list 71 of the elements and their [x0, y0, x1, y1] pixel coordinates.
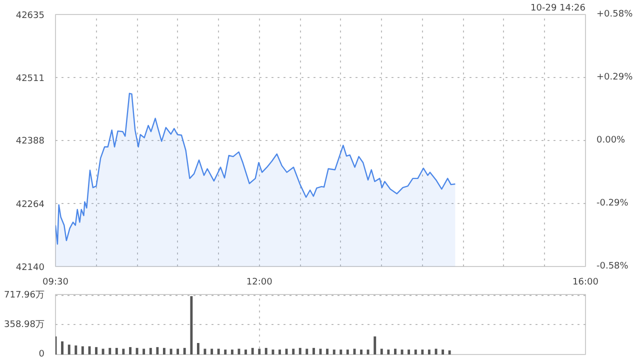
y-tick-label: 0 [38, 350, 45, 360]
bar [217, 348, 220, 354]
bar [442, 350, 444, 354]
bar [366, 350, 370, 354]
bar [434, 348, 438, 354]
bar [224, 350, 227, 354]
x-tick-label: 16:00 [572, 278, 599, 288]
y-tick-label: 42635 [16, 11, 45, 21]
bar [421, 350, 424, 354]
bar [190, 296, 193, 354]
x-tick-label: 09:30 [42, 278, 69, 288]
bar [306, 348, 308, 354]
y-tick-label: 358.98万 [4, 320, 45, 330]
bar [332, 350, 336, 354]
bar [204, 348, 206, 354]
bar [272, 350, 274, 354]
bar [428, 350, 430, 354]
y2-tick-label: +0.29% [596, 72, 634, 82]
bar [251, 348, 254, 354]
bar [129, 347, 132, 354]
bar [400, 350, 404, 354]
bar [74, 345, 78, 354]
bar [81, 346, 84, 354]
bar [142, 348, 146, 354]
bar [264, 348, 268, 354]
bar [292, 348, 295, 354]
bar [312, 348, 315, 354]
y-tick-label: 717.96万 [4, 290, 45, 300]
bar [346, 350, 349, 354]
bar [210, 348, 214, 354]
bar [183, 348, 186, 354]
y-tick-label: 42140 [16, 263, 45, 273]
bar [408, 350, 410, 354]
bar [380, 348, 383, 354]
bar [170, 348, 172, 354]
bar [340, 350, 342, 354]
bar [414, 350, 417, 354]
bar [298, 348, 302, 354]
bar [136, 348, 138, 354]
bar [387, 350, 390, 354]
bar [122, 348, 125, 354]
bar [278, 350, 281, 354]
y-tick-label: 42511 [16, 74, 45, 84]
bar [230, 350, 234, 354]
y-tick-label: 42388 [16, 136, 45, 147]
bar [394, 348, 396, 354]
bar [108, 348, 112, 354]
bar [156, 347, 159, 354]
bar [95, 347, 98, 354]
bar [115, 348, 118, 354]
y2-tick-label: +0.58% [596, 10, 634, 20]
bar [149, 348, 152, 354]
bar [244, 350, 247, 354]
bar [61, 341, 64, 354]
bar [360, 350, 362, 354]
bar [102, 348, 104, 354]
bar [196, 342, 200, 354]
bar [374, 336, 376, 354]
y2-tick-label: -0.29% [596, 198, 629, 208]
bar [448, 350, 451, 354]
text: 10-29 14:26 [530, 4, 586, 14]
y2-tick-label: -0.58% [596, 262, 629, 272]
bar [162, 348, 166, 354]
x-tick-label: 12:00 [246, 278, 273, 288]
bar [68, 344, 70, 354]
bar [176, 348, 180, 354]
bar [326, 348, 328, 354]
bar [238, 348, 240, 354]
bar [258, 348, 261, 354]
y-tick-label: 42264 [16, 200, 45, 210]
y2-tick-label: 0.00% [596, 136, 626, 146]
